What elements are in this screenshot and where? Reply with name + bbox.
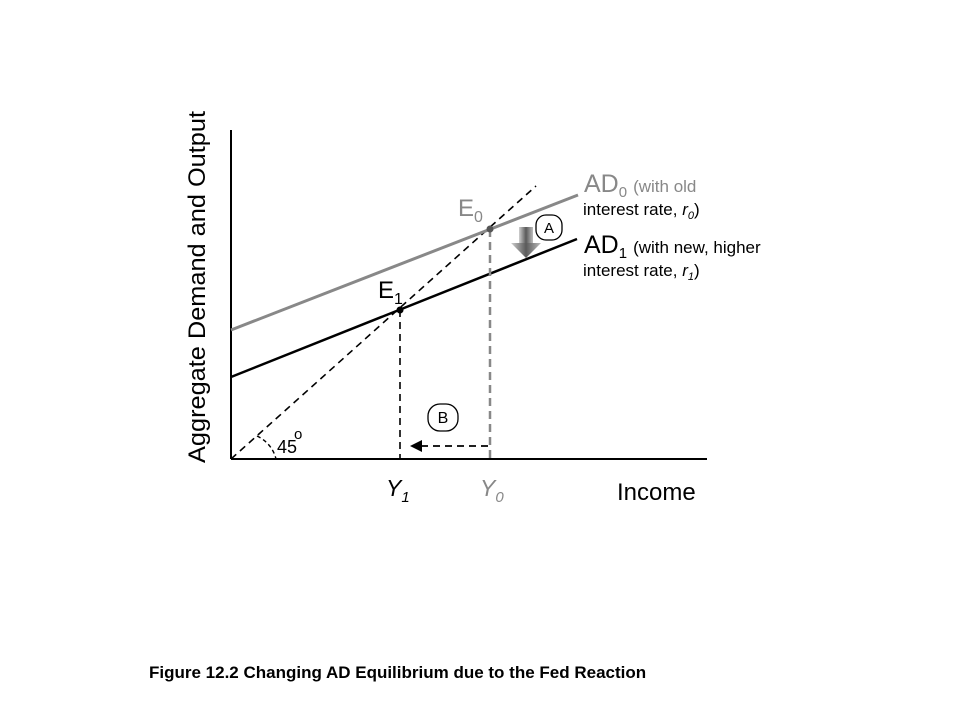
y1-label: Y1 (386, 475, 410, 506)
e1-label: E1 (378, 277, 403, 308)
figure-caption: Figure 12.2 Changing AD Equilibrium due … (149, 663, 646, 682)
e0-point (486, 225, 494, 233)
marker-a-label: A (544, 220, 554, 237)
ad0-line (230, 193, 579, 332)
marker-a-box (535, 214, 563, 241)
y0-label: Y0 (480, 475, 504, 506)
ad0-desc-line2: interest rate, r0) (583, 200, 700, 222)
e0-label: E0 (458, 195, 483, 226)
income-shift-arrow-head (410, 440, 422, 452)
marker-b-box (427, 403, 459, 432)
x-axis-label: Income (617, 479, 696, 506)
ad1-label: AD1 (with new, higher (584, 231, 761, 262)
marker-b-label: B (438, 410, 449, 427)
ad0-label: AD0 (with old (584, 170, 696, 201)
degree-symbol: o (294, 426, 302, 443)
ad1-line (230, 237, 578, 379)
angle-label: 45 (277, 437, 297, 457)
e1-point (396, 306, 404, 314)
ad1-desc-line2: interest rate, r1) (583, 261, 700, 283)
y-axis-label: Aggregate Demand and Output (184, 111, 211, 463)
ad-shift-arrow (511, 227, 541, 258)
angle-arc (256, 435, 277, 460)
